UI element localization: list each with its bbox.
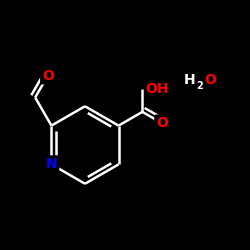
Text: H: H <box>184 73 196 87</box>
Text: OH: OH <box>145 82 168 96</box>
Text: 2: 2 <box>196 81 203 91</box>
Text: O: O <box>156 116 168 130</box>
Text: O: O <box>42 69 54 83</box>
Text: N: N <box>46 158 57 172</box>
Text: O: O <box>204 73 216 87</box>
